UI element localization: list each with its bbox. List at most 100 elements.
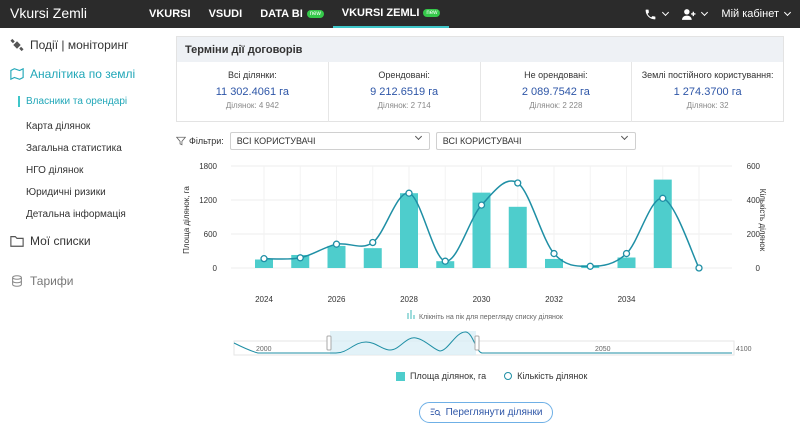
stat-count: Ділянок: 32 [686, 101, 729, 110]
count-point[interactable] [405, 189, 413, 197]
legend-bar-swatch [396, 371, 405, 381]
panel-title: Терміни дії договорів [177, 37, 783, 62]
satellite-icon [10, 38, 24, 52]
count-point[interactable] [695, 264, 703, 272]
count-point[interactable] [296, 254, 304, 262]
filters-label: Фільтри: [176, 136, 224, 146]
x-tick-label: 2024 [255, 295, 273, 304]
user-menu[interactable] [682, 8, 709, 21]
stat-count: Ділянок: 2 228 [529, 101, 583, 110]
legend-area[interactable]: Площа ділянок, га [396, 371, 486, 381]
range-handle-left[interactable] [326, 335, 332, 351]
contract-terms-panel: Терміни дії договорів Всі ділянки: 11 30… [176, 36, 784, 122]
area-bar[interactable] [363, 248, 382, 268]
x-tick-label: 2030 [473, 295, 491, 304]
count-point[interactable] [659, 194, 667, 202]
coins-icon [12, 275, 22, 287]
range-slider[interactable]: 2000 2050 4100 [233, 331, 752, 356]
chart-hint: Клікніть на пік для перегляду списку діл… [407, 310, 564, 321]
folder-icon [10, 236, 24, 247]
y2-tick-label: 0 [756, 264, 761, 273]
slider-label-end: 4100 [736, 346, 752, 353]
stat-value: 11 302.4061 га [215, 86, 290, 98]
user-add-icon [682, 8, 696, 20]
chart-hint-text: Клікніть на пік для перегляду списку діл… [419, 313, 564, 321]
top-navbar: Vkursi Zemli VKURSI VSUDI DATA BI new VKU… [0, 0, 800, 28]
main-nav: VKURSI VSUDI DATA BI new VKURSI ZEMLI new [140, 0, 450, 28]
legend-line-swatch [504, 372, 513, 380]
sidebar-item-map[interactable]: Карта ділянок [26, 121, 91, 132]
x-tick-label: 2026 [328, 295, 346, 304]
sidebar-analytics[interactable]: Аналітика по землі [10, 67, 135, 81]
filter-icon [176, 136, 186, 146]
stat-label: Не орендовані: [524, 70, 588, 80]
area-bar[interactable] [545, 258, 563, 268]
nav-vkursi[interactable]: VKURSI [149, 8, 191, 20]
area-bar[interactable] [508, 206, 527, 268]
x-tick-label: 2032 [545, 295, 563, 304]
phone-icon [646, 9, 656, 19]
chevron-down-icon [783, 8, 792, 17]
chevron-down-icon [414, 132, 422, 141]
stat-label: Орендовані: [378, 70, 430, 80]
sidebar-item-legal-risks[interactable]: Юридичні ризики [26, 187, 106, 198]
user-filter-select-1[interactable]: ВСІ КОРИСТУВАЧІ [229, 132, 430, 150]
stat-value: 2 089.7542 га [521, 86, 590, 98]
count-point[interactable] [550, 249, 558, 258]
y2-tick-label: 200 [747, 230, 761, 239]
sidebar-my-lists[interactable]: Мої списки [10, 234, 91, 248]
slider-label-mid: 2050 [595, 346, 611, 353]
user-filter-select-2[interactable]: ВСІ КОРИСТУВАЧІ [435, 132, 636, 150]
slider-label-start: 2000 [256, 346, 272, 353]
x-tick-label: 2034 [618, 295, 636, 304]
count-point[interactable] [586, 262, 594, 270]
sidebar-item-details[interactable]: Детальна інформація [26, 209, 126, 220]
y-tick-label: 1200 [199, 196, 217, 205]
area-bar[interactable] [617, 257, 636, 268]
list-search-icon [430, 408, 441, 416]
count-point[interactable] [441, 257, 449, 265]
range-slider-preview [233, 331, 732, 354]
count-point[interactable] [260, 255, 268, 263]
stat-count: Ділянок: 4 942 [225, 101, 279, 110]
chevron-down-icon [620, 132, 628, 141]
chevron-down-icon [701, 8, 709, 17]
sidebar-item-owners[interactable]: Власники та орендарі [18, 96, 148, 107]
y2-axis-label: Кількість ділянок [758, 189, 767, 252]
y-tick-label: 600 [204, 230, 218, 239]
map-icon [10, 67, 24, 81]
y-tick-label: 0 [213, 264, 218, 273]
chevron-down-icon [662, 8, 670, 17]
y2-tick-label: 400 [747, 196, 761, 205]
nav-vsudi[interactable]: VSUDI [208, 8, 243, 20]
count-point[interactable] [332, 240, 341, 248]
new-badge: new [306, 10, 324, 18]
stat-all: Всі ділянки: 11 302.4061 га Ділянок: 4 9… [177, 62, 329, 122]
cabinet-menu[interactable]: Мій кабінет [721, 8, 792, 20]
nav-vkursi-zemli[interactable]: VKURSI ZEMLI new [332, 0, 450, 28]
contracts-chart[interactable]: 0 600 1200 1800 0 200 400 600 2024 2026 2028 2030… [176, 158, 776, 363]
area-bar[interactable] [653, 179, 672, 268]
view-plots-button[interactable]: Переглянути ділянки [419, 402, 553, 423]
count-point[interactable] [514, 179, 522, 187]
count-point[interactable] [622, 249, 631, 258]
sidebar-events[interactable]: Події | моніторинг [10, 38, 128, 52]
count-point[interactable] [369, 238, 377, 247]
area-bar[interactable] [400, 193, 418, 268]
nav-data-bi[interactable]: DATA BI new [251, 0, 333, 28]
y2-tick-label: 600 [747, 162, 761, 171]
brand-logo[interactable]: Vkursi Zemli [10, 5, 88, 21]
phone-menu[interactable] [644, 8, 670, 21]
stat-value: 9 212.6519 га [370, 86, 439, 98]
stat-label: Землі постійного користування: [641, 70, 774, 80]
area-bar[interactable] [255, 259, 273, 269]
sidebar-tariffs[interactable]: Тарифи [10, 274, 73, 288]
stat-leased: Орендовані: 9 212.6519 га Ділянок: 2 714 [329, 62, 481, 122]
legend-count[interactable]: Кількість ділянок [504, 371, 587, 381]
range-handle-right[interactable] [474, 335, 480, 351]
area-bar[interactable] [327, 245, 346, 268]
sidebar-item-ngo[interactable]: НГО ділянок [26, 165, 84, 176]
x-tick-label: 2028 [400, 295, 418, 304]
sidebar-item-stats[interactable]: Загальна статистика [26, 143, 122, 154]
count-point[interactable] [477, 201, 486, 209]
